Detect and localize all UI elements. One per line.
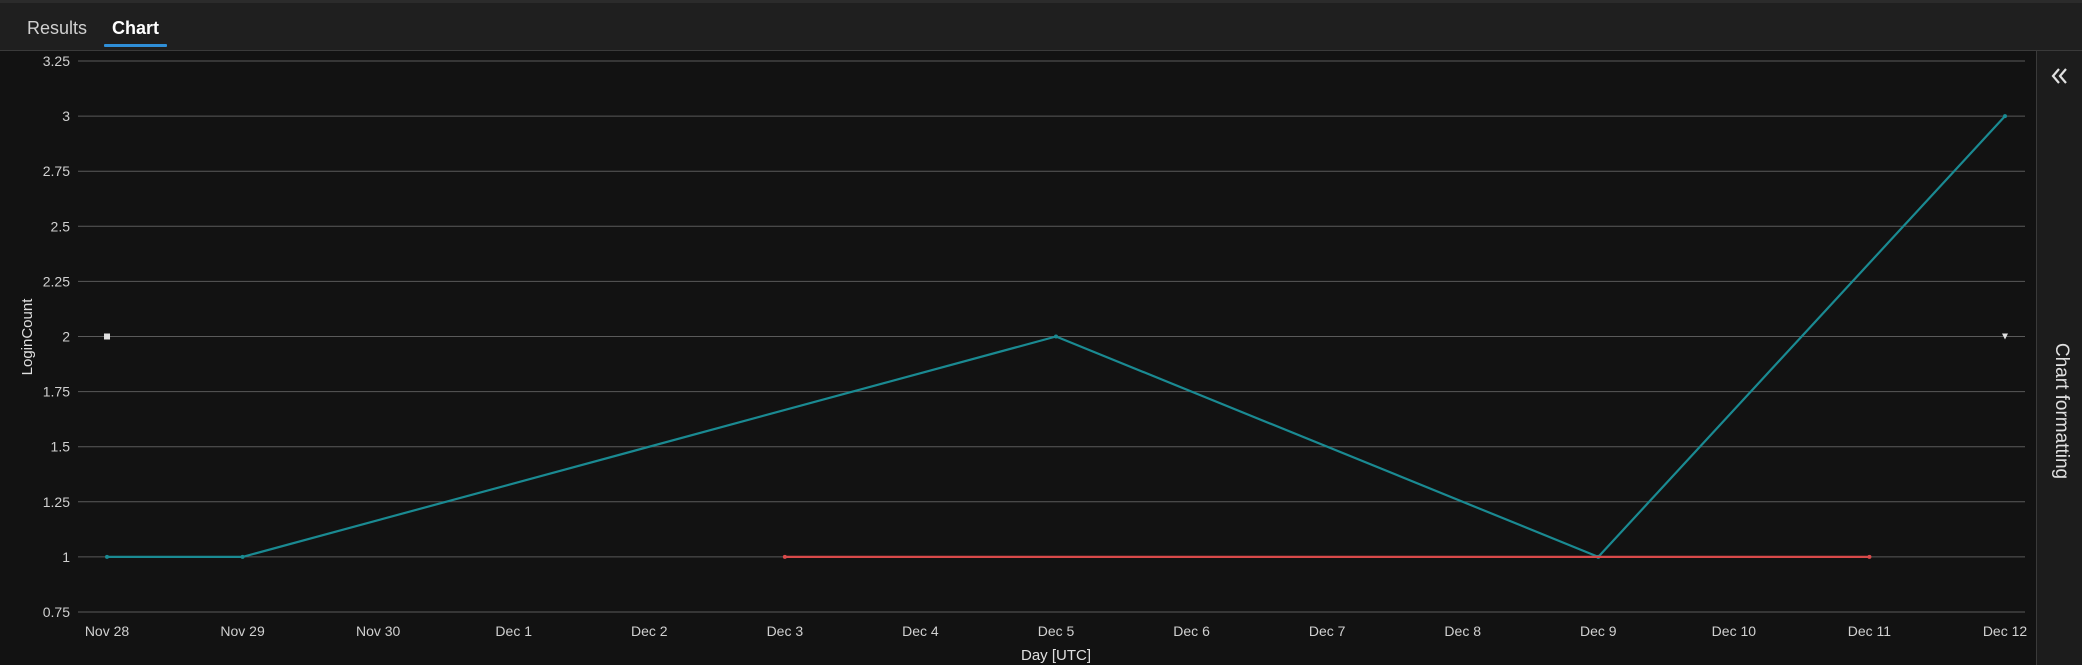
x-tick-label: Dec 10 (1712, 623, 1757, 639)
tab-chart[interactable]: Chart (104, 17, 167, 47)
y-tick-label: 1.75 (43, 384, 70, 400)
tab-bar: Results Chart (0, 3, 2082, 51)
data-point (105, 554, 109, 559)
x-tick-label: Dec 8 (1444, 623, 1481, 639)
x-tick-label: Nov 28 (85, 623, 130, 639)
x-axis-title: Day [UTC] (1021, 647, 1091, 664)
data-point (2003, 114, 2007, 119)
y-tick-label: 2 (62, 329, 70, 345)
data-point (1867, 554, 1872, 559)
chart-formatting-panel: Chart formatting (2036, 51, 2082, 665)
y-tick-label: 2.5 (51, 218, 71, 234)
double-chevron-left-icon[interactable] (2045, 61, 2075, 91)
x-tick-label: Dec 7 (1309, 623, 1346, 639)
x-tick-label: Dec 3 (767, 623, 804, 639)
line-chart: 0.75 1 1.25 1.5 1.75 2 2.25 2.5 2.75 3 3.25 Nov 28 N… (19, 53, 2028, 664)
data-point (2002, 333, 2008, 340)
data-point (104, 333, 110, 340)
chart-formatting-toggle[interactable]: Chart formatting (2051, 342, 2072, 480)
x-tick-label: Dec 9 (1580, 623, 1617, 639)
x-tick-label: Dec 6 (1173, 623, 1210, 639)
y-tick-label: 3.25 (43, 53, 70, 69)
chart-area: 0.75 1 1.25 1.5 1.75 2 2.25 2.5 2.75 3 3.25 Nov 28 N… (0, 51, 2036, 665)
y-tick-label: 3 (62, 108, 70, 124)
x-tick-label: Nov 30 (356, 623, 401, 639)
y-tick-label: 0.75 (43, 604, 70, 620)
x-tick-label: Nov 29 (220, 623, 265, 639)
data-point (1054, 334, 1058, 339)
x-tick-label: Dec 2 (631, 623, 668, 639)
y-tick-label: 1.25 (43, 494, 70, 510)
data-point (240, 554, 245, 559)
x-tick-label: Dec 12 (1983, 623, 2028, 639)
x-tick-label: Dec 1 (495, 623, 532, 639)
data-point (782, 554, 787, 559)
y-tick-label: 1 (62, 549, 70, 565)
tab-results[interactable]: Results (27, 18, 88, 38)
y-tick-label: 2.25 (43, 273, 70, 289)
x-tick-label: Dec 5 (1038, 623, 1075, 639)
y-axis-title: LoginCount (19, 298, 36, 376)
x-tick-label: Dec 11 (1848, 623, 1892, 639)
x-tick-label: Dec 4 (902, 623, 939, 639)
y-tick-label: 2.75 (43, 163, 70, 179)
y-tick-label: 1.5 (51, 439, 71, 455)
